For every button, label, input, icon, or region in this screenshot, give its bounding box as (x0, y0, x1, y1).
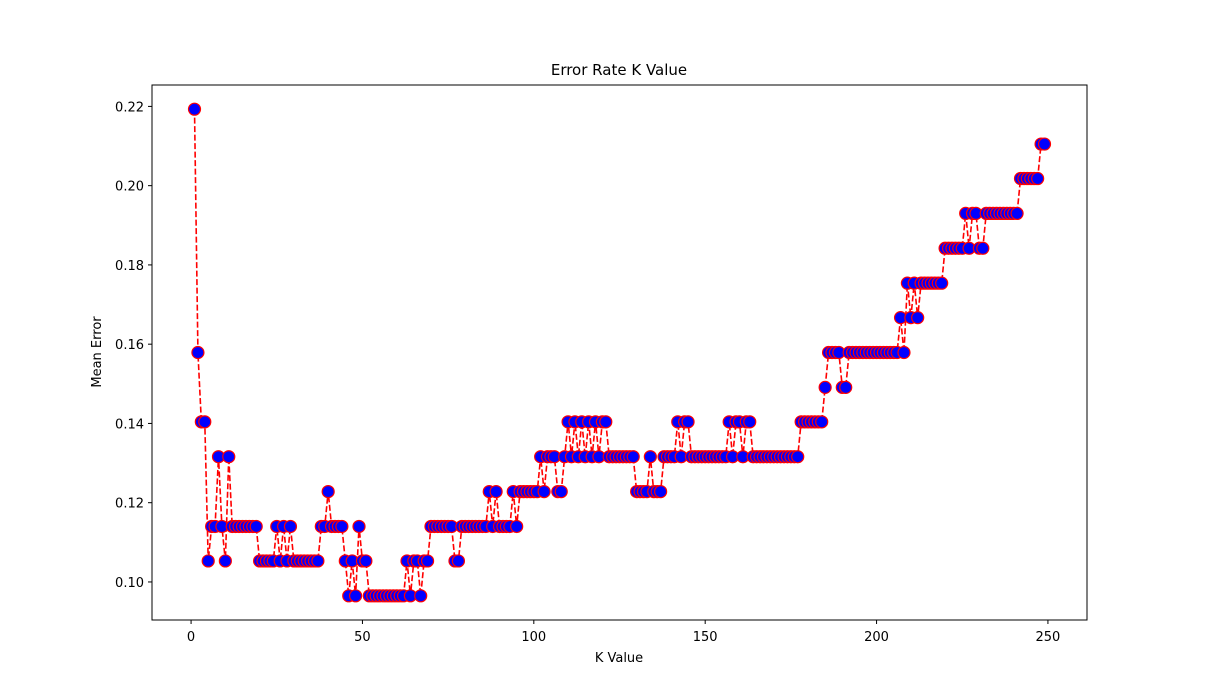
plot-frame (151, 84, 1088, 621)
marker (187, 102, 202, 116)
y-axis-label: Mean Error (90, 316, 105, 388)
marker (681, 415, 695, 429)
marker (420, 554, 435, 568)
chart-title: Error Rate K Value (551, 61, 687, 79)
marker (489, 485, 503, 499)
marker (311, 554, 325, 568)
marker (283, 519, 298, 534)
marker (554, 485, 568, 499)
marker (815, 415, 829, 429)
marker (191, 345, 205, 360)
y-tick-label: 0.18 (115, 259, 144, 274)
marker (1031, 171, 1045, 186)
x-tick-label: 200 (864, 630, 889, 645)
x-tick-label: 250 (1036, 630, 1061, 645)
marker (839, 380, 853, 394)
x-tick-label: 150 (693, 630, 718, 645)
marker (249, 519, 263, 534)
marker (976, 241, 990, 255)
marker (1010, 206, 1024, 220)
y-tick-label: 0.22 (115, 100, 144, 115)
marker (911, 311, 925, 325)
marker (414, 589, 428, 603)
marker (321, 485, 335, 499)
marker (451, 554, 466, 568)
y-tick-label: 0.16 (115, 338, 144, 353)
marker (897, 345, 911, 360)
x-tick-label: 50 (354, 630, 371, 645)
x-tick-label: 100 (521, 630, 546, 645)
y-tick-label: 0.20 (115, 180, 144, 195)
marker (643, 450, 657, 464)
y-tick-label: 0.10 (115, 576, 144, 591)
marker (599, 415, 613, 429)
marker (198, 415, 212, 429)
marker (201, 554, 215, 568)
marker (935, 276, 949, 290)
marker (1037, 137, 1052, 151)
y-tick-label: 0.12 (115, 497, 144, 512)
marker (818, 380, 832, 394)
marker (791, 450, 805, 464)
marker (218, 554, 232, 568)
marker (335, 519, 349, 534)
marker (654, 485, 668, 499)
marker (222, 450, 236, 464)
marker (359, 554, 373, 568)
marker (348, 589, 363, 603)
marker (537, 485, 551, 499)
marker (352, 519, 366, 534)
marker (510, 519, 524, 534)
x-tick-label: 0 (187, 630, 195, 645)
y-tick-label: 0.14 (115, 417, 144, 432)
marker (626, 450, 640, 464)
marker (743, 415, 757, 429)
x-axis-label: K Value (595, 651, 643, 666)
